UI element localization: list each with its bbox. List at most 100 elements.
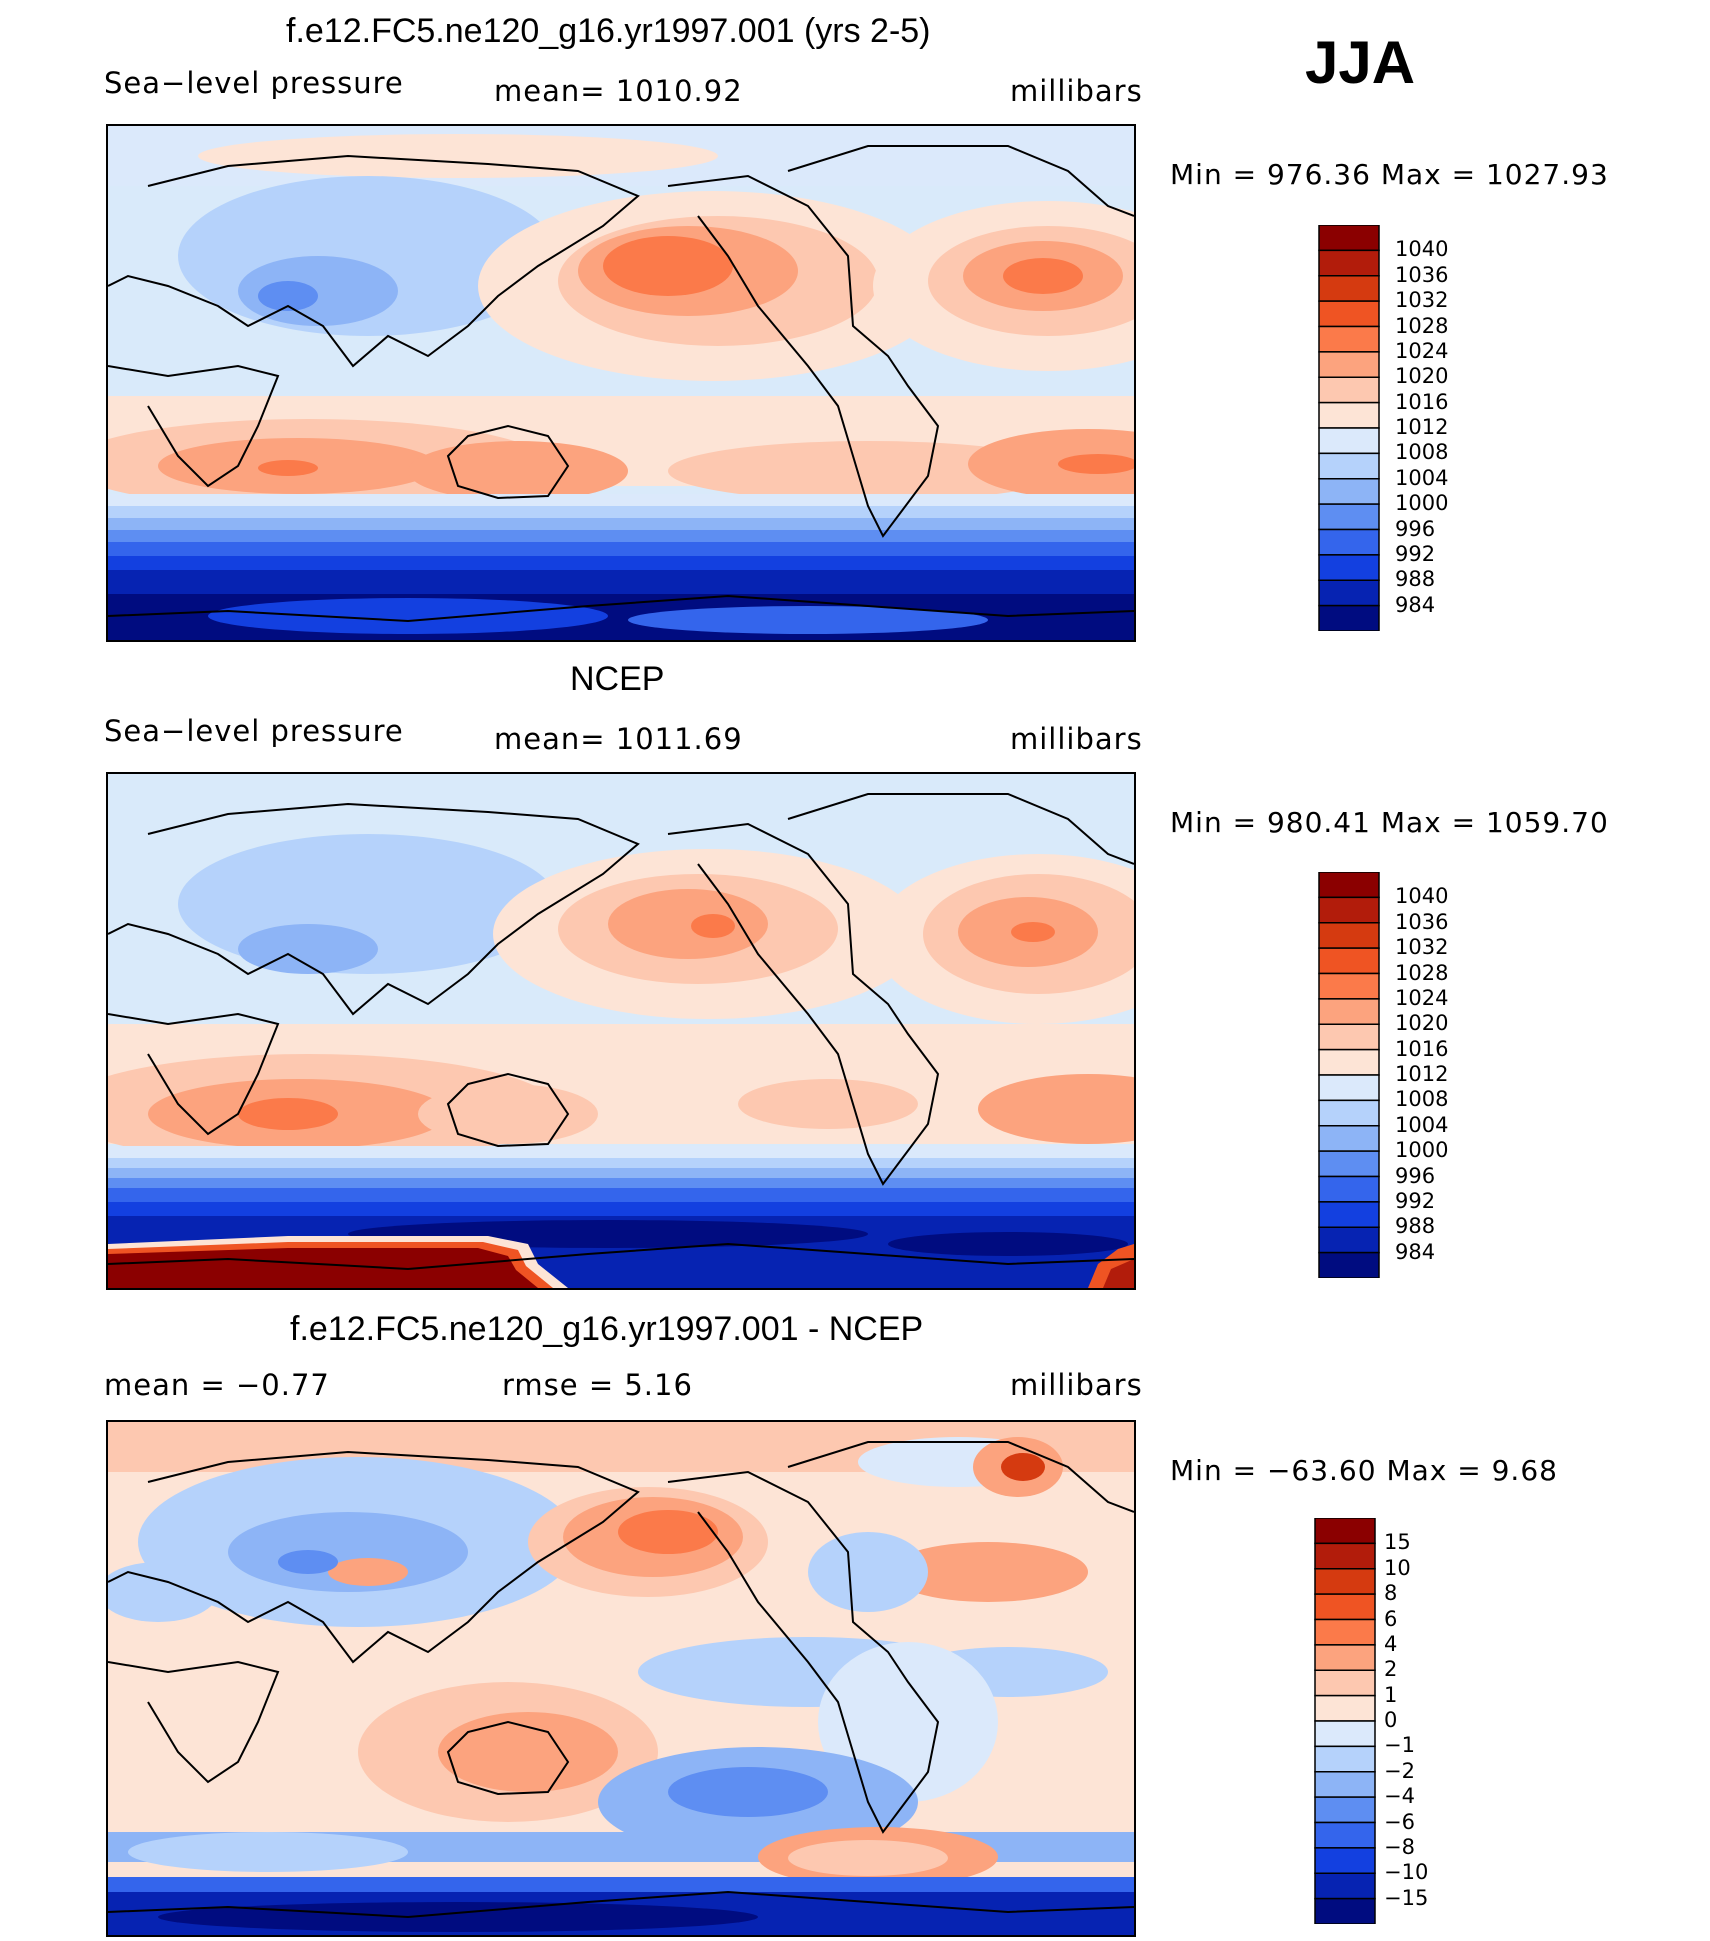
colorbar-box	[1318, 325, 1380, 353]
colorbar-level-label: 1004	[1395, 465, 1449, 490]
panel1-variable-label: Sea−level pressure	[104, 66, 404, 100]
colorbar-box	[1318, 275, 1380, 302]
colorbar-level-label: 8	[1384, 1581, 1398, 1606]
colorbar-box	[1314, 1618, 1376, 1646]
colorbar-level-label: 1016	[1395, 389, 1449, 414]
colorbar-level-label: 1028	[1395, 313, 1449, 338]
panel3-colorbar	[1313, 1517, 1377, 1929]
colorbar-level-label: −4	[1384, 1784, 1415, 1809]
colorbar-box	[1318, 427, 1380, 455]
colorbar-box	[1314, 1821, 1376, 1849]
season-label: JJA	[1305, 29, 1416, 96]
colorbar-box	[1314, 1669, 1376, 1697]
colorbar-box	[1318, 224, 1380, 252]
colorbar-box	[1314, 1694, 1376, 1722]
colorbar-level-label: 1012	[1395, 1062, 1449, 1086]
panel2-variable-label: Sea−level pressure	[104, 714, 404, 748]
colorbar-box	[1318, 1251, 1380, 1279]
colorbar-box	[1314, 1771, 1376, 1798]
colorbar-level-label: 10	[1384, 1555, 1411, 1580]
panel1-colorbar	[1317, 224, 1381, 636]
panel3-rmse-label: rmse = 5.16	[502, 1368, 693, 1402]
colorbar-level-label: 992	[1395, 541, 1436, 566]
panel1-colorbar-labels: 1040 1036 1032 1028 1024 1020 1016 1012 1008 1004…	[1395, 225, 1515, 631]
colorbar-box	[1318, 401, 1380, 429]
colorbar-level-label: −1	[1384, 1733, 1415, 1758]
colorbar-box	[1318, 972, 1380, 1000]
panel2-mean-label: mean= 1011.69	[494, 722, 743, 756]
colorbar-box	[1314, 1593, 1376, 1621]
colorbar-level-label: −15	[1384, 1885, 1429, 1910]
colorbar-level-label: 1028	[1395, 960, 1449, 985]
colorbar-level-label: 1020	[1395, 1011, 1449, 1036]
colorbar-level-label: −8	[1384, 1834, 1415, 1859]
colorbar-box	[1314, 1872, 1376, 1900]
colorbar-level-label: 1000	[1395, 491, 1449, 516]
panel1-title: f.e12.FC5.ne120_g16.yr1997.001 (yrs 2-5)	[286, 12, 931, 50]
panel2-colorbar-labels: 1040 1036 1032 1028 1024 1020 1016 1012 1008 1004…	[1395, 872, 1515, 1278]
colorbar-level-label: 1032	[1395, 288, 1449, 313]
colorbar-box	[1318, 1150, 1380, 1178]
panel3-colorbar-labels: 15 10 8 6 4 2 1 0 −1 −2 −4 −6 −8 −10 −15	[1384, 1518, 1504, 1924]
colorbar-box	[1318, 376, 1380, 404]
colorbar-level-label: 15	[1384, 1530, 1411, 1555]
colorbar-box	[1314, 1796, 1376, 1824]
colorbar-level-label: −10	[1384, 1860, 1429, 1885]
colorbar-level-label: 988	[1395, 567, 1436, 592]
colorbar-level-label: 1040	[1395, 884, 1449, 909]
colorbar-box	[1318, 1074, 1380, 1102]
colorbar-level-label: 992	[1395, 1188, 1436, 1213]
colorbar-level-label: 0	[1384, 1708, 1398, 1732]
colorbar-box	[1314, 1542, 1376, 1570]
colorbar-level-label: 4	[1384, 1631, 1398, 1656]
colorbar-box	[1318, 478, 1380, 505]
colorbar-box	[1314, 1720, 1376, 1748]
colorbar-level-label: 1020	[1395, 364, 1449, 389]
panel1-map	[106, 124, 1136, 642]
colorbar-box	[1318, 503, 1380, 531]
colorbar-level-label: 1008	[1395, 440, 1449, 465]
colorbar-level-label: 988	[1395, 1214, 1436, 1239]
colorbar-level-label: 1008	[1395, 1087, 1449, 1112]
colorbar-box	[1318, 528, 1380, 556]
colorbar-level-label: 1012	[1395, 415, 1449, 439]
colorbar-box	[1314, 1644, 1376, 1671]
colorbar-level-label: −6	[1384, 1809, 1415, 1834]
colorbar-box	[1318, 351, 1380, 378]
colorbar-box	[1318, 1125, 1380, 1152]
panel1-minmax: Min = 976.36 Max = 1027.93	[1170, 158, 1609, 191]
colorbar-level-label: 1036	[1395, 262, 1449, 287]
colorbar-box	[1318, 896, 1380, 924]
colorbar-box	[1318, 1099, 1380, 1127]
colorbar-box	[1314, 1897, 1376, 1925]
colorbar-box	[1318, 871, 1380, 899]
colorbar-box	[1318, 249, 1380, 277]
colorbar-level-label: 1040	[1395, 237, 1449, 262]
panel2-minmax: Min = 980.41 Max = 1059.70	[1170, 806, 1609, 839]
colorbar-level-label: 1032	[1395, 935, 1449, 960]
colorbar-box	[1314, 1568, 1376, 1595]
colorbar-level-label: 1036	[1395, 909, 1449, 934]
colorbar-box	[1314, 1745, 1376, 1773]
colorbar-level-label: 996	[1395, 1163, 1436, 1188]
colorbar-box	[1318, 604, 1380, 632]
colorbar-box	[1318, 1023, 1380, 1051]
colorbar-box	[1318, 1175, 1380, 1203]
colorbar-level-label: 1024	[1395, 338, 1449, 363]
panel3-title: f.e12.FC5.ne120_g16.yr1997.001 - NCEP	[290, 1310, 924, 1348]
panel3-units-label: millibars	[1010, 1368, 1143, 1402]
colorbar-box	[1318, 947, 1380, 975]
colorbar-level-label: 996	[1395, 516, 1436, 541]
colorbar-level-label: 984	[1395, 1239, 1436, 1264]
panel1-units-label: millibars	[1010, 74, 1143, 108]
colorbar-level-label: 1024	[1395, 985, 1449, 1010]
panel2-map	[106, 772, 1136, 1290]
colorbar-level-label: 2	[1384, 1657, 1398, 1682]
colorbar-box	[1318, 1201, 1380, 1228]
panel2-units-label: millibars	[1010, 722, 1143, 756]
panel1-mean-label: mean= 1010.92	[494, 74, 743, 108]
colorbar-box	[1318, 998, 1380, 1025]
colorbar-level-label: 984	[1395, 592, 1436, 617]
colorbar-level-label: 6	[1384, 1606, 1398, 1631]
colorbar-box	[1318, 452, 1380, 480]
